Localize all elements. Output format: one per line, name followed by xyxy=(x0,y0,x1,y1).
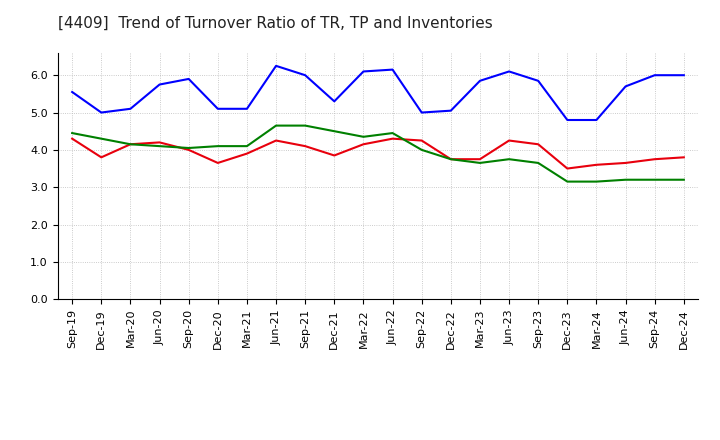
Inventories xyxy=(213,143,222,149)
Trade Payables xyxy=(301,73,310,78)
Inventories xyxy=(476,160,485,165)
Trade Receivables xyxy=(650,157,659,162)
Inventories xyxy=(271,123,280,128)
Inventories xyxy=(534,160,543,165)
Inventories xyxy=(563,179,572,184)
Inventories xyxy=(184,145,193,150)
Trade Payables xyxy=(68,89,76,95)
Text: [4409]  Trend of Turnover Ratio of TR, TP and Inventories: [4409] Trend of Turnover Ratio of TR, TP… xyxy=(58,16,492,31)
Trade Receivables xyxy=(330,153,338,158)
Inventories xyxy=(156,143,164,149)
Inventories xyxy=(243,143,251,149)
Trade Receivables xyxy=(97,155,106,160)
Inventories xyxy=(68,130,76,136)
Trade Receivables xyxy=(213,160,222,165)
Inventories xyxy=(330,128,338,134)
Inventories xyxy=(621,177,630,182)
Inventories xyxy=(680,177,688,182)
Inventories xyxy=(301,123,310,128)
Inventories xyxy=(388,130,397,136)
Trade Payables xyxy=(330,99,338,104)
Trade Payables xyxy=(592,117,600,123)
Trade Receivables xyxy=(621,160,630,165)
Trade Payables xyxy=(534,78,543,84)
Trade Payables xyxy=(563,117,572,123)
Trade Payables xyxy=(505,69,513,74)
Trade Receivables xyxy=(680,155,688,160)
Trade Payables xyxy=(156,82,164,87)
Trade Payables xyxy=(213,106,222,111)
Trade Receivables xyxy=(156,140,164,145)
Trade Receivables xyxy=(418,138,426,143)
Trade Receivables xyxy=(271,138,280,143)
Trade Payables xyxy=(271,63,280,69)
Trade Payables xyxy=(476,78,485,84)
Trade Receivables xyxy=(184,147,193,153)
Trade Receivables xyxy=(243,151,251,156)
Trade Receivables xyxy=(476,157,485,162)
Trade Receivables xyxy=(126,142,135,147)
Inventories xyxy=(505,157,513,162)
Trade Payables xyxy=(243,106,251,111)
Trade Payables xyxy=(680,73,688,78)
Inventories xyxy=(126,142,135,147)
Inventories xyxy=(446,157,455,162)
Trade Payables xyxy=(418,110,426,115)
Trade Receivables xyxy=(301,143,310,149)
Line: Trade Payables: Trade Payables xyxy=(72,66,684,120)
Trade Receivables xyxy=(359,142,368,147)
Trade Payables xyxy=(388,67,397,72)
Trade Receivables xyxy=(68,136,76,141)
Trade Receivables xyxy=(446,157,455,162)
Line: Trade Receivables: Trade Receivables xyxy=(72,139,684,169)
Trade Payables xyxy=(97,110,106,115)
Trade Payables xyxy=(650,73,659,78)
Trade Payables xyxy=(446,108,455,114)
Inventories xyxy=(650,177,659,182)
Trade Receivables xyxy=(388,136,397,141)
Trade Payables xyxy=(126,106,135,111)
Inventories xyxy=(592,179,600,184)
Trade Receivables xyxy=(563,166,572,171)
Trade Receivables xyxy=(534,142,543,147)
Trade Payables xyxy=(621,84,630,89)
Trade Receivables xyxy=(505,138,513,143)
Trade Payables xyxy=(184,76,193,81)
Trade Receivables xyxy=(592,162,600,168)
Inventories xyxy=(418,147,426,153)
Inventories xyxy=(97,136,106,141)
Inventories xyxy=(359,134,368,139)
Line: Inventories: Inventories xyxy=(72,125,684,182)
Trade Payables xyxy=(359,69,368,74)
